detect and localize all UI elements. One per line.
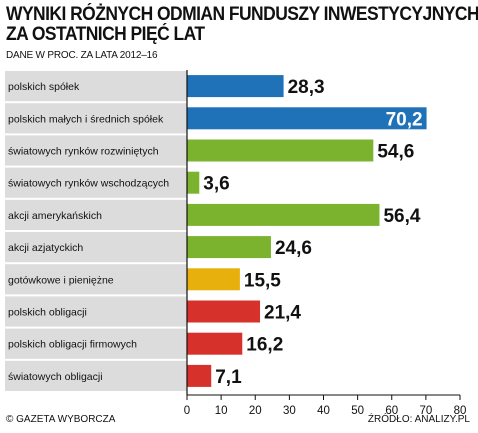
row-background — [5, 232, 187, 263]
x-tick-label: 10 — [215, 405, 228, 417]
value-label: 28,3 — [288, 77, 325, 98]
category-label: polskich obligacji — [8, 307, 87, 319]
category-labels: polskich spółek polskich małych i średnic… — [8, 81, 169, 383]
bars — [187, 75, 427, 387]
row-background — [5, 296, 187, 327]
bar — [187, 268, 240, 291]
source-text: ŹRÓDŁO: ANALIZY.PL — [367, 414, 470, 425]
value-label: 3,6 — [203, 174, 229, 195]
x-tick-label: 40 — [317, 405, 330, 417]
row-background — [5, 167, 187, 198]
bar — [187, 107, 427, 130]
x-tick-label: 30 — [283, 405, 296, 417]
category-label: światowych rynków rozwiniętych — [8, 146, 159, 158]
x-tick-label: 0 — [184, 405, 190, 417]
bar — [187, 171, 200, 194]
x-tick-label: 20 — [249, 405, 262, 417]
x-axis: 0 10 20 30 40 50 60 70 80 — [184, 70, 467, 417]
bar — [187, 236, 271, 259]
category-label: gotówkowe i pieniężne — [8, 274, 114, 286]
row-background — [5, 71, 187, 102]
category-label: polskich małych i średnich spółek — [8, 113, 164, 125]
category-label: polskich obligacji firmowych — [8, 339, 137, 351]
row-background — [5, 135, 187, 166]
category-label: polskich spółek — [8, 81, 80, 93]
value-label: 7,1 — [215, 367, 242, 388]
category-label: światowych obligacji — [8, 371, 103, 383]
bar — [187, 300, 261, 323]
row-background — [5, 199, 187, 230]
bar — [187, 139, 374, 162]
category-label: akcji amerykańskich — [8, 210, 102, 222]
row-background — [5, 103, 187, 134]
value-label: 54,6 — [377, 142, 414, 163]
value-label: 16,2 — [246, 335, 283, 356]
bar — [187, 332, 243, 355]
category-label: światowych rynków wschodzących — [8, 178, 169, 190]
value-label: 24,6 — [275, 238, 312, 259]
value-labels: 28,3 70,2 54,6 3,6 56,4 24,6 15,5 21,4 16,27,1 — [203, 77, 422, 388]
value-label: 56,4 — [383, 206, 420, 227]
category-label: akcji azjatyckich — [8, 242, 83, 254]
x-tick-label: 60 — [385, 405, 398, 417]
row-background — [5, 360, 187, 391]
value-label: 15,5 — [244, 270, 281, 291]
row-background — [5, 264, 187, 295]
credit-text: © GAZETA WYBORCZA — [6, 414, 116, 425]
x-tick-label: 80 — [454, 405, 467, 417]
value-label: 21,4 — [264, 303, 301, 324]
bar — [187, 364, 212, 387]
row-background — [5, 328, 187, 359]
x-tick-label: 70 — [419, 405, 432, 417]
chart-title-line-2: ZA OSTATNICH PIĘĆ LAT — [6, 24, 205, 45]
x-tick-label: 50 — [351, 405, 364, 417]
bar — [187, 75, 284, 98]
chart-title-line-1: WYNIKI RÓŻNYCH ODMIAN FUNDUSZY INWESTYCY… — [6, 4, 478, 25]
bar — [187, 203, 380, 226]
value-label: 70,2 — [386, 109, 423, 130]
row-backgrounds — [5, 71, 187, 391]
chart-subtitle: DANE W PROC. ZA LATA 2012–16 — [6, 50, 158, 61]
